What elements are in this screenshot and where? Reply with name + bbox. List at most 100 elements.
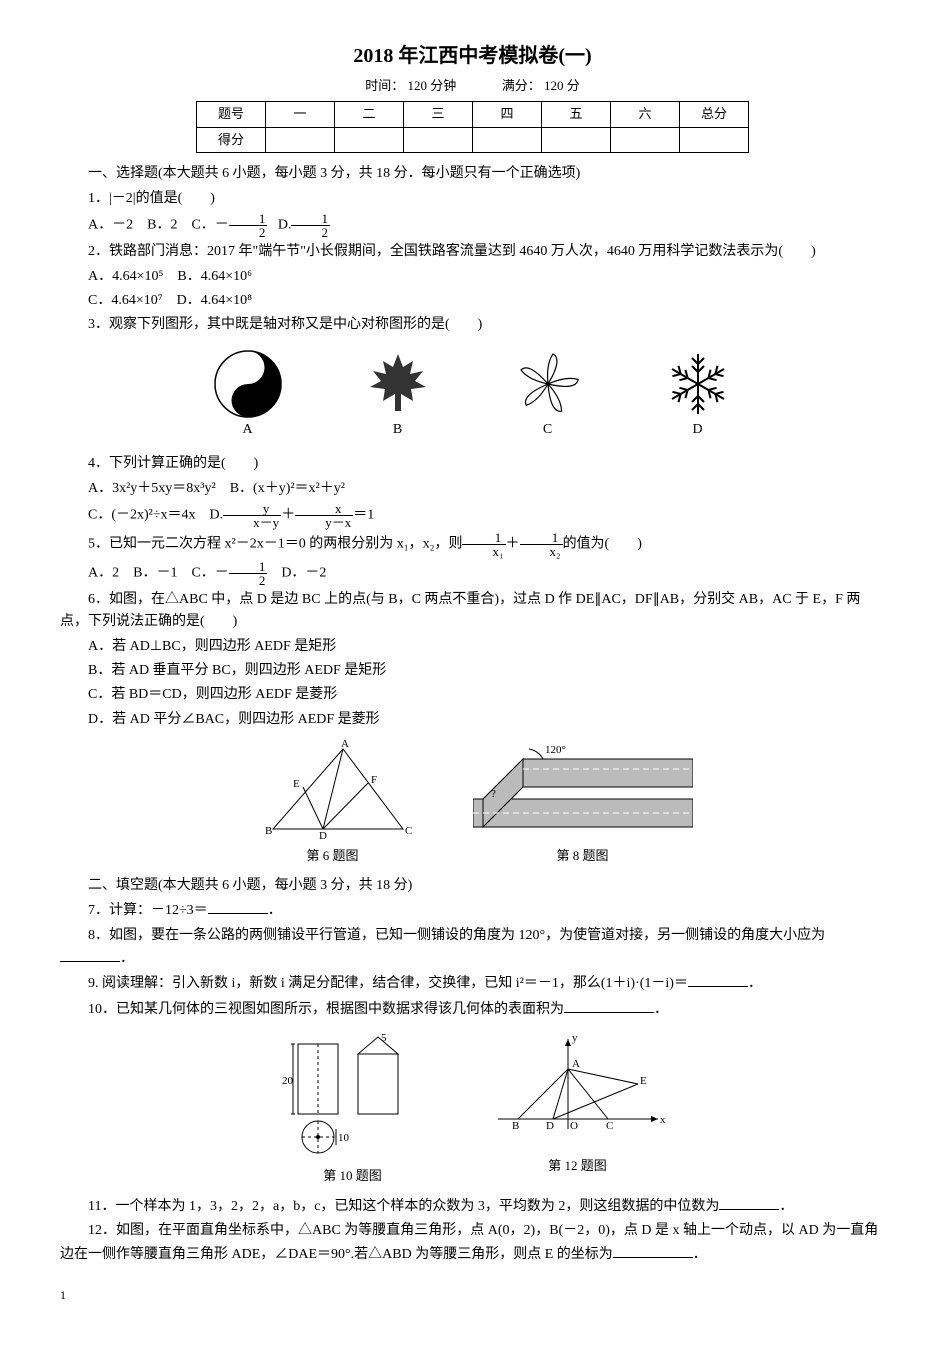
q3-figures: A B C (60, 349, 885, 441)
fig-label-a: A (213, 419, 283, 441)
q4-options-cd: C．(－2x)²÷x＝4x D.yx－y＋xy－x＝1 (60, 502, 885, 529)
blank (60, 947, 120, 962)
score-cell (473, 127, 542, 153)
q8-post: ． (120, 951, 134, 966)
q9-post: ． (748, 976, 762, 991)
page-title: 2018 年江西中考模拟卷(一) (60, 40, 885, 72)
page-number: 1 (60, 1286, 885, 1305)
q4-d-post: ＝1 (353, 508, 374, 523)
q5-post: 的值为( ) (563, 537, 642, 552)
blank (688, 972, 748, 987)
fig12: x y O A B C D E 第 12 题图 (488, 1029, 668, 1187)
svg-text:C: C (606, 1120, 613, 1132)
frac: 1x₁ (462, 531, 505, 558)
snowflake-icon (663, 349, 733, 419)
q4-options-ab: A．3x²y＋5xy＝8x³y² B．(x＋y)²＝x²＋y² (60, 478, 885, 500)
q8: 8．如图，要在一条公路的两侧铺设平行管道，已知一侧铺设的角度为 120°，为使管… (60, 925, 885, 971)
th-total: 总分 (680, 101, 749, 127)
three-view-icon: 20 5 10 (278, 1029, 428, 1159)
table-row: 题号 一 二 三 四 五 六 总分 (197, 101, 749, 127)
svg-text:A: A (572, 1058, 580, 1070)
q2: 2．铁路部门消息：2017 年"端午节"小长假期间，全国铁路客流量达到 4640… (60, 241, 885, 263)
fig-label-d: D (663, 419, 733, 441)
svg-text:A: A (341, 739, 349, 750)
score-cell (404, 127, 473, 153)
q3: 3．观察下列图形，其中既是轴对称又是中心对称图形的是( ) (60, 314, 885, 336)
q6-b: B．若 AD 垂直平分 BC，则四边形 AEDF 是矩形 (60, 660, 885, 682)
svg-text:10: 10 (338, 1132, 350, 1144)
svg-text:B: B (512, 1120, 519, 1132)
q1-options: A．－2 B．2 C．－12 D.12 (60, 212, 885, 239)
svg-text:D: D (546, 1120, 554, 1132)
time-value: 120 分钟 (407, 78, 456, 93)
score-head: 得分 (197, 127, 266, 153)
th-3: 三 (404, 101, 473, 127)
q6-c: C．若 BD＝CD，则四边形 AEDF 是菱形 (60, 684, 885, 706)
q6: 6．如图，在△ABC 中，点 D 是边 BC 上的点(与 B，C 两点不重合)，… (60, 589, 885, 634)
q5-mid: ＋ (506, 537, 520, 552)
q3-fig-a: A (213, 349, 283, 441)
th-4: 四 (473, 101, 542, 127)
frac: yx－y (223, 502, 281, 529)
section-2-heading: 二、填空题(本大题共 6 小题，每小题 3 分，共 18 分) (60, 875, 885, 897)
q10-post: ． (654, 1002, 668, 1017)
full-value: 120 分 (544, 78, 580, 93)
q2-a: A．4.64×10⁵ (88, 269, 163, 284)
q5-options: A．2 B．－1 C．－12 D．－2 (60, 560, 885, 587)
frac-half: 12 (229, 212, 268, 239)
q10-q12-figures: 20 5 10 第 10 题图 x y O (60, 1029, 885, 1187)
q1-d: D. (278, 218, 292, 233)
q3-fig-d: D (663, 349, 733, 441)
q10-text: 10．已知某几何体的三视图如图所示，根据图中数据求得该几何体的表面积为 (88, 1002, 564, 1017)
time-full-row: 时间： 120 分钟 满分： 120 分 (60, 76, 885, 97)
fig6: A B C D E F 第 6 题图 (253, 739, 413, 867)
frac: xy－x (295, 502, 353, 529)
q7-text: 7．计算：－12÷3＝ (88, 903, 208, 918)
fig8: 120° ? 第 8 题图 (473, 739, 693, 867)
fig12-label: 第 12 题图 (488, 1156, 668, 1177)
q1: 1．|－2|的值是( ) (60, 188, 885, 210)
svg-text:E: E (293, 778, 300, 790)
q2-d: D．4.64×10⁸ (177, 293, 252, 308)
full-label: 满分： (502, 78, 541, 93)
th-1: 一 (266, 101, 335, 127)
frac: 1x₂ (520, 531, 563, 558)
q1-a: A．－2 (88, 218, 133, 233)
plus: ＋ (281, 508, 295, 523)
q9: 9. 阅读理解：引入新数 i，新数 i 满足分配律，结合律，交换律，已知 i²＝… (60, 972, 885, 995)
q4-d-pre: D. (210, 508, 224, 523)
svg-text:C: C (405, 825, 412, 837)
q2-c: C．4.64×10⁷ (88, 293, 163, 308)
q4-b: B．(x＋y)²＝x²＋y² (230, 481, 345, 496)
frac-half: 12 (229, 560, 268, 587)
svg-text:B: B (265, 825, 272, 837)
q6-a: A．若 AD⊥BC，则四边形 AEDF 是矩形 (60, 636, 885, 658)
score-cell (680, 127, 749, 153)
maple-leaf-icon (363, 349, 433, 419)
th-2: 二 (335, 101, 404, 127)
th-5: 五 (542, 101, 611, 127)
q4-c: C．(－2x)²÷x＝4x (88, 508, 196, 523)
yinyang-icon (213, 349, 283, 419)
fig6-label: 第 6 题图 (253, 846, 413, 867)
blank (564, 998, 654, 1013)
q11-text: 11．一个样本为 1，3，2，2，a，b，c，已知这个样本的众数为 3，平均数为… (88, 1199, 719, 1214)
q5: 5．已知一元二次方程 x²－2x－1＝0 的两根分别为 x₁，x₂，则1x₁＋1… (60, 531, 885, 558)
q12-text: 12．如图，在平面直角坐标系中，△ABC 为等腰直角三角形，点 A(0，2)，B… (60, 1223, 878, 1261)
q5-d: D．－2 (281, 566, 326, 581)
score-cell (335, 127, 404, 153)
q1-c: C．－ (191, 218, 228, 233)
q3-fig-c: C (513, 349, 583, 441)
q12-post: ． (693, 1247, 707, 1262)
q8-text: 8．如图，要在一条公路的两侧铺设平行管道，已知一侧铺设的角度为 120°，为使管… (88, 928, 825, 943)
score-cell (611, 127, 680, 153)
fig10: 20 5 10 第 10 题图 (278, 1029, 428, 1187)
score-table: 题号 一 二 三 四 五 六 总分 得分 (196, 101, 749, 154)
section-1-heading: 一、选择题(本大题共 6 小题，每小题 3 分，共 18 分．每小题只有一个正确… (60, 163, 885, 185)
svg-text:y: y (572, 1032, 578, 1044)
q10: 10．已知某几何体的三视图如图所示，根据图中数据求得该几何体的表面积为 ． (60, 998, 885, 1021)
q9-text: 9. 阅读理解：引入新数 i，新数 i 满足分配律，结合律，交换律，已知 i²＝… (88, 976, 688, 991)
fig-label-b: B (363, 419, 433, 441)
q11-post: ． (779, 1199, 793, 1214)
triangle-diagram-icon: A B C D E F (253, 739, 413, 839)
